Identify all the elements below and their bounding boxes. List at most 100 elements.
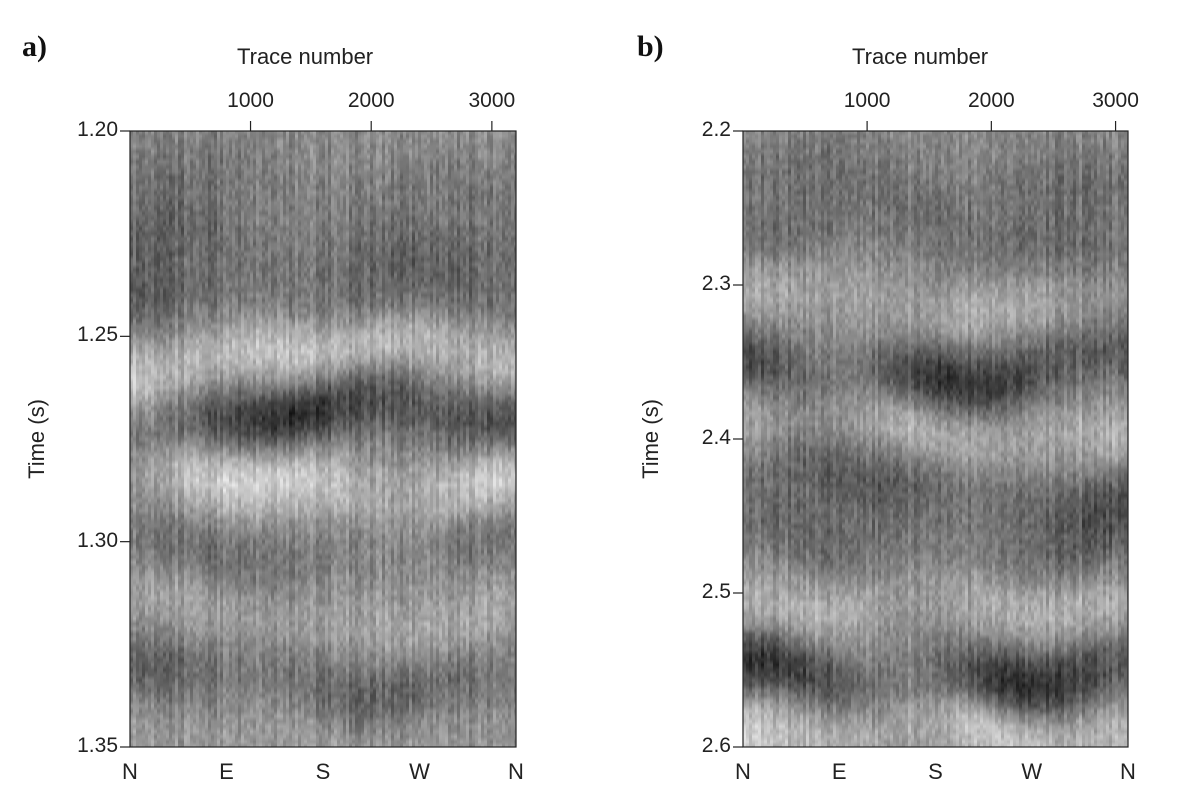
y-tick-label: 1.30 (77, 529, 118, 553)
trace-strip (836, 131, 840, 747)
trace-strip (361, 131, 365, 747)
trace-strip (878, 131, 882, 747)
trace-strip (947, 131, 951, 747)
trace-strip (854, 131, 858, 747)
trace-strip (130, 131, 134, 747)
trace-strip (283, 131, 287, 747)
trace-strip (923, 131, 927, 747)
trace-strip (382, 131, 386, 747)
trace-strip (920, 131, 924, 747)
trace-strip (352, 131, 356, 747)
trace-strip (980, 131, 984, 747)
trace-strip (430, 131, 434, 747)
trace-strip (184, 131, 188, 747)
trace-strip (1058, 131, 1062, 747)
trace-strip (214, 131, 218, 747)
trace-strip (508, 131, 512, 747)
trace-strip (376, 131, 380, 747)
trace-strip (863, 131, 867, 747)
trace-strip (1004, 131, 1008, 747)
trace-strip (247, 131, 251, 747)
trace-strip (295, 131, 299, 747)
trace-strip (280, 131, 284, 747)
trace-strip (818, 131, 822, 747)
trace-strip (932, 131, 936, 747)
trace-strip (956, 131, 960, 747)
trace-strip (1001, 131, 1005, 747)
direction-label: N (476, 759, 556, 785)
trace-strip (1064, 131, 1068, 747)
trace-strip (163, 131, 167, 747)
trace-strip (181, 131, 185, 747)
trace-strip (340, 131, 344, 747)
trace-strip (439, 131, 443, 747)
trace-strip (1091, 131, 1095, 747)
trace-strip (884, 131, 888, 747)
trace-strip (472, 131, 476, 747)
trace-strip (893, 131, 897, 747)
trace-strip (385, 131, 389, 747)
trace-strip (403, 131, 407, 747)
trace-strip (397, 131, 401, 747)
trace-strip (454, 131, 458, 747)
trace-strip (208, 131, 212, 747)
trace-strip (1052, 131, 1056, 747)
trace-strip (752, 131, 756, 747)
trace-strip (1022, 131, 1026, 747)
trace-strip (788, 131, 792, 747)
trace-strip (809, 131, 813, 747)
trace-strip (277, 131, 281, 747)
trace-strip (355, 131, 359, 747)
trace-strip (1016, 131, 1020, 747)
trace-strip (322, 131, 326, 747)
trace-strip (944, 131, 948, 747)
trace-strip (773, 131, 777, 747)
trace-strip (187, 131, 191, 747)
trace-strip (824, 131, 828, 747)
trace-strip (860, 131, 864, 747)
trace-strip (743, 131, 747, 747)
trace-strip (1100, 131, 1104, 747)
panel-b-image (743, 131, 1128, 747)
trace-strip (160, 131, 164, 747)
trace-strip (1034, 131, 1038, 747)
y-tick-label: 1.35 (77, 734, 118, 758)
trace-strip (412, 131, 416, 747)
trace-strip (815, 131, 819, 747)
trace-strip (1115, 131, 1119, 747)
trace-strip (457, 131, 461, 747)
trace-strip (926, 131, 930, 747)
trace-strip (250, 131, 254, 747)
trace-strip (902, 131, 906, 747)
trace-strip (1028, 131, 1032, 747)
trace-strip (463, 131, 467, 747)
trace-strip (887, 131, 891, 747)
trace-strip (481, 131, 485, 747)
trace-strip (268, 131, 272, 747)
trace-strip (310, 131, 314, 747)
trace-strip (145, 131, 149, 747)
trace-strip (779, 131, 783, 747)
trace-strip (1013, 131, 1017, 747)
trace-strip (466, 131, 470, 747)
trace-strip (232, 131, 236, 747)
trace-strip (436, 131, 440, 747)
trace-strip (911, 131, 915, 747)
x-tick-label: 1000 (211, 89, 291, 113)
trace-strip (803, 131, 807, 747)
trace-strip (238, 131, 242, 747)
trace-strip (133, 131, 137, 747)
trace-strip (758, 131, 762, 747)
trace-strip (782, 131, 786, 747)
trace-strip (475, 131, 479, 747)
trace-strip (998, 131, 1002, 747)
trace-strip (1025, 131, 1029, 747)
trace-strip (400, 131, 404, 747)
trace-strip (941, 131, 945, 747)
trace-strip (983, 131, 987, 747)
trace-strip (256, 131, 260, 747)
trace-strip (502, 131, 506, 747)
trace-strip (1010, 131, 1014, 747)
